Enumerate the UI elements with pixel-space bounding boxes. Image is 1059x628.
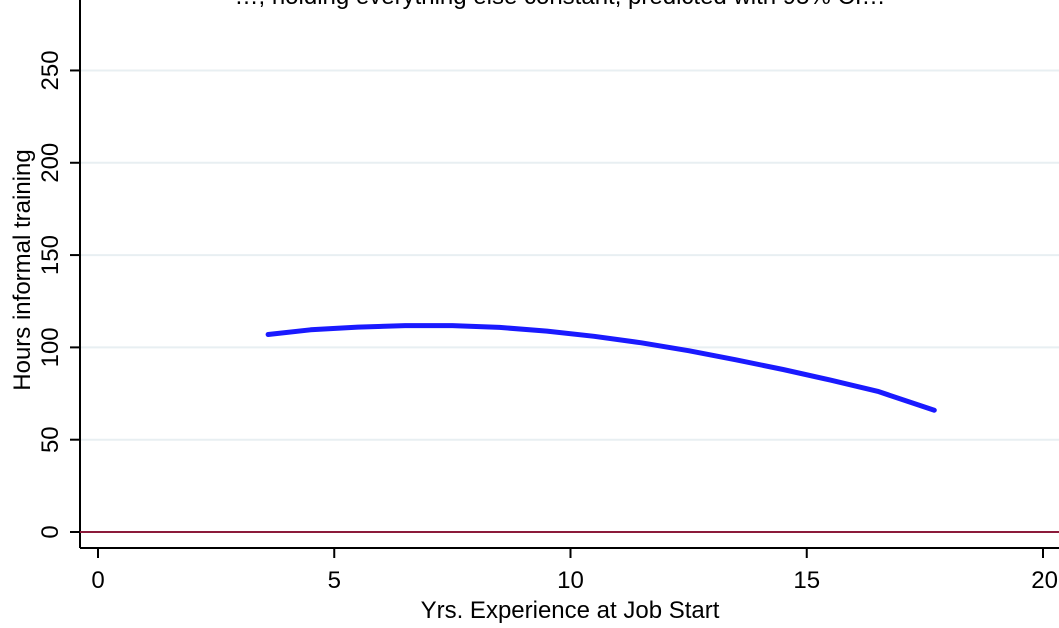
y-tick-label: 50 (37, 426, 64, 453)
y-tick-label: 250 (37, 50, 64, 90)
y-axis-title: Hours informal training (9, 149, 36, 390)
x-ticks: 0 5 10 15 20 (91, 548, 1058, 594)
x-tick-label: 5 (328, 567, 341, 594)
x-tick-label: 20 (1031, 567, 1058, 594)
x-tick-label: 15 (793, 567, 820, 594)
y-tick-label: 0 (37, 525, 64, 538)
y-tick-label: 200 (37, 143, 64, 183)
chart-title: …, holding everything else constant, pre… (234, 0, 885, 10)
x-axis-title: Yrs. Experience at Job Start (421, 597, 720, 624)
gridlines (80, 69, 1059, 441)
series-line (265, 323, 937, 413)
y-ticks: 0 50 100 150 200 250 (37, 50, 80, 539)
x-tick-label: 10 (557, 567, 584, 594)
y-tick-label: 100 (37, 327, 64, 367)
y-tick-label: 150 (37, 235, 64, 275)
x-tick-label: 0 (91, 567, 104, 594)
